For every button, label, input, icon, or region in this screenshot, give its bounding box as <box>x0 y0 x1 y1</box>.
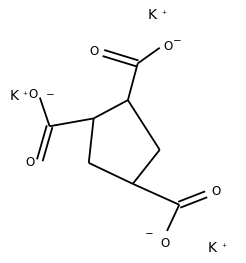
Text: ⁺: ⁺ <box>161 10 166 20</box>
Text: O: O <box>28 88 37 101</box>
Text: −: − <box>46 90 55 100</box>
Text: K: K <box>147 8 156 22</box>
Text: ⁺: ⁺ <box>23 91 28 101</box>
Text: O: O <box>89 45 99 58</box>
Text: O: O <box>212 185 221 198</box>
Text: ⁺: ⁺ <box>221 243 226 253</box>
Text: K: K <box>207 241 216 255</box>
Text: O: O <box>163 40 173 53</box>
Text: −: − <box>173 36 182 46</box>
Text: −: − <box>145 229 154 239</box>
Text: O: O <box>26 156 35 169</box>
Text: K: K <box>9 89 18 103</box>
Text: O: O <box>160 237 169 250</box>
